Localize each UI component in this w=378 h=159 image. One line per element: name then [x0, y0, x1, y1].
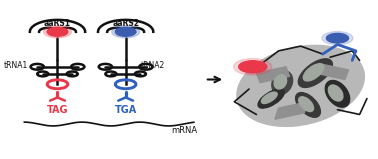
Text: TGA: TGA — [115, 105, 137, 115]
Ellipse shape — [296, 93, 321, 117]
Text: tRNA1: tRNA1 — [4, 61, 28, 70]
Ellipse shape — [262, 92, 277, 104]
Ellipse shape — [237, 45, 364, 126]
Ellipse shape — [303, 64, 324, 81]
Circle shape — [112, 26, 139, 38]
Polygon shape — [275, 102, 308, 119]
Circle shape — [47, 27, 68, 36]
Circle shape — [239, 61, 267, 73]
Ellipse shape — [328, 85, 343, 101]
Ellipse shape — [298, 59, 332, 87]
Ellipse shape — [299, 97, 314, 112]
Ellipse shape — [325, 80, 350, 107]
Circle shape — [327, 33, 349, 43]
Text: aaRS2: aaRS2 — [112, 19, 139, 28]
Circle shape — [234, 59, 272, 75]
Polygon shape — [315, 64, 349, 80]
Circle shape — [322, 31, 353, 45]
Ellipse shape — [272, 71, 293, 95]
Text: mRNA: mRNA — [172, 126, 198, 135]
Polygon shape — [256, 67, 290, 83]
Text: aaRS1: aaRS1 — [44, 19, 71, 28]
Circle shape — [43, 26, 71, 38]
Ellipse shape — [258, 89, 284, 108]
Ellipse shape — [274, 75, 287, 89]
Text: tRNA2: tRNA2 — [140, 61, 165, 70]
Text: TAG: TAG — [47, 105, 68, 115]
Circle shape — [115, 27, 136, 36]
